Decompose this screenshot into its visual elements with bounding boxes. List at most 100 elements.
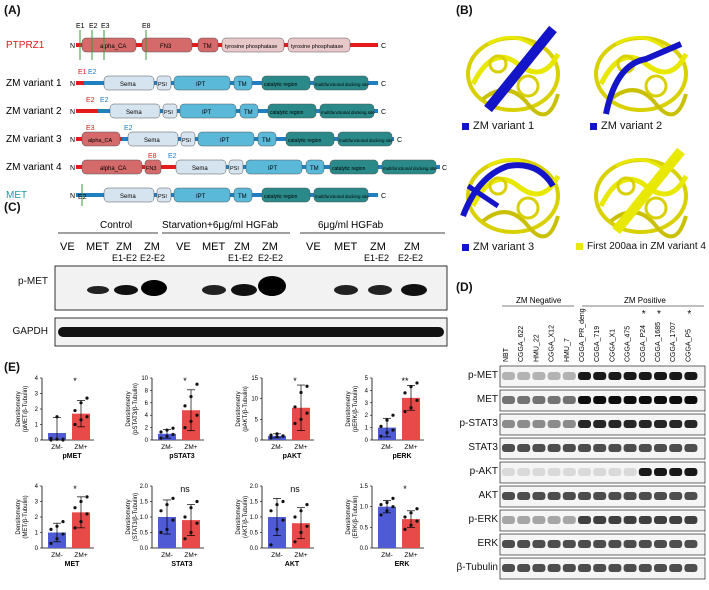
blot-band [608,468,622,476]
row-name-zm1: ZM variant 1 [6,78,62,89]
svg-text:E2: E2 [100,97,109,104]
sample-label: CGGA_X12 [549,325,556,362]
blot-band [623,516,637,524]
data-point [269,436,273,440]
y-axis-label: Densitometry [346,499,352,534]
data-point [189,506,193,510]
blot-band [547,564,561,572]
sample-label: CGGA_P5 [685,329,692,362]
y-tick-label: 3 [35,392,39,398]
blot-band [517,372,531,380]
data-point [171,432,175,437]
y-axis-label: (pERK/β-Tubulin) [353,386,359,432]
data-point [385,418,389,422]
svg-text:TM: TM [238,194,247,200]
data-point [305,411,309,415]
data-point [293,540,297,544]
y-tick-label: 0 [255,438,259,444]
svg-text:Starvation+6μg/ml HGFab: Starvation+6μg/ml HGFab [162,220,279,231]
svg-text:catalytic region: catalytic region [270,110,304,116]
data-point [379,434,383,438]
y-tick-label: 0.0 [140,546,149,552]
y-axis-label: Densitometry [236,391,242,426]
y-axis-label: Densitometry [16,391,22,426]
svg-text:IPT: IPT [202,110,212,116]
y-tick-label: 2.0 [140,484,149,490]
y-tick-label: 0 [35,438,39,444]
data-point [195,521,199,525]
data-point [409,406,413,410]
blot-band [502,564,515,572]
bar-plot: 0.0 0.5 1.0 1.5 ZM- ZM+ * ERK Densitometry (ERK/β… [346,484,424,568]
data-point [79,418,83,422]
blot-band [669,468,683,476]
data-point [55,415,59,419]
blot-band [638,468,652,476]
blot-band [654,492,667,500]
blot-band [593,492,607,500]
blot-band [562,444,576,452]
blot-band [547,420,561,428]
bar [72,512,90,548]
blot-band [578,468,591,476]
blot-band [608,372,622,380]
blot-band [532,468,546,476]
x-axis-label: ERK [395,561,410,568]
y-axis-label: (STAT3/β-Tubulin) [133,493,139,541]
blot-band [638,516,652,524]
data-point [183,426,187,430]
blot-band [562,468,576,476]
svg-text:E1: E1 [78,69,87,76]
data-point [299,390,303,395]
data-point [379,503,383,507]
y-tick-label: 1.0 [250,515,259,521]
data-point [275,503,279,507]
blot-band [517,444,531,452]
blot-band [578,444,591,452]
group-label: ZM+ [184,552,197,559]
svg-text:E2: E2 [88,69,97,76]
svg-text:E3: E3 [101,23,110,30]
data-point [385,509,389,513]
data-point [305,384,309,388]
svg-text:C: C [381,193,386,200]
blot-band [532,372,546,380]
data-point [85,512,89,516]
structure-images [460,25,709,266]
svg-text:tyrosine phosphatase: tyrosine phosphatase [291,44,343,50]
svg-text:multifunctional docking site: multifunctional docking site [315,82,369,87]
data-point [391,505,395,509]
bar-plot: 0 5 10 15 ZM- ZM+ * pAKT Densitometry (pAKT/β-Tub… [236,376,314,460]
n-terminus: N [70,43,75,50]
svg-text:alpha_CA: alpha_CA [100,44,126,50]
blot-band [684,444,698,452]
data-point [49,436,53,441]
data-point [275,435,279,439]
blot-band [502,444,515,452]
svg-text:multifunctional docking site: multifunctional docking site [315,194,369,199]
blot-band [532,564,546,572]
data-point [183,537,187,541]
data-point [415,519,419,523]
svg-text:ZM: ZM [262,241,278,253]
svg-text:E3: E3 [86,125,95,132]
blot-band [608,420,622,428]
panel-b-structures: ZM variant 1 ZM variant 2 ZM variant 3 F… [456,16,709,266]
y-axis-label: (AKT/β-Tubulin) [243,496,249,538]
blot-label-gapdh: GAPDH [12,326,48,337]
blot-band [638,564,652,572]
panel-label-d: (D) [456,280,473,294]
blot-band [517,492,531,500]
svg-text:IPT: IPT [196,194,206,200]
data-point [171,518,175,522]
blot-band [517,396,531,404]
y-tick-label: 1.0 [140,515,149,521]
blot-band [517,420,531,428]
blot-band [578,396,591,404]
data-point [183,404,187,408]
domain-diagram: PTPRZ1 N C alpha_CA FN3 TM tyrosine phos… [6,23,447,206]
legend-zm1: ZM variant 1 [462,120,534,132]
y-tick-label: 10 [251,397,258,403]
group-label: ZM+ [184,444,197,451]
blot-band [623,540,637,548]
